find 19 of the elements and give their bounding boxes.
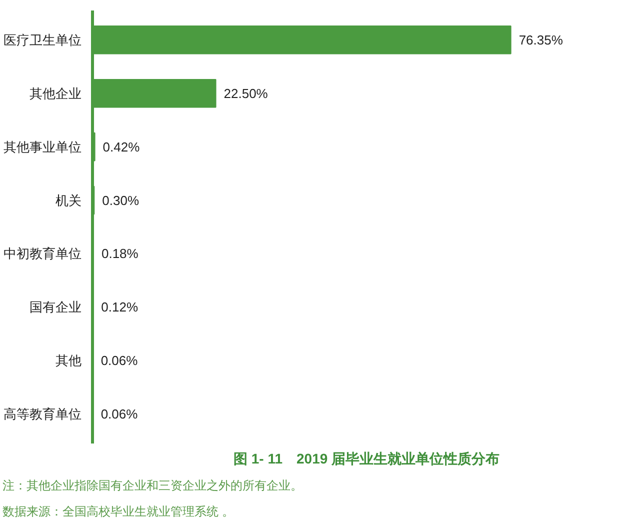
y-tick-label: 国有企业 — [30, 300, 82, 315]
y-tick-label: 中初教育单位 — [4, 246, 82, 262]
y-tick-label: 其他事业单位 — [4, 139, 82, 154]
source-note: 数据来源：全国高校毕业生就业管理系统 。 — [2, 504, 234, 518]
data-label: 0.18% — [101, 246, 139, 262]
data-label: 0.30% — [102, 192, 140, 208]
y-tick-label: 机关 — [56, 192, 82, 208]
data-label: 22.50% — [224, 86, 268, 101]
text: 图 1- 11 2019 届毕业生就业单位性质分布 — [233, 450, 500, 466]
y-tick-label: 其他企业 — [30, 86, 82, 101]
data-label: 0.06% — [100, 406, 138, 422]
data-label: 76.35% — [518, 32, 564, 48]
data-label: 0.42% — [102, 139, 140, 154]
y-tick-label: 高等教育单位 — [4, 406, 82, 422]
data-label: 0.06% — [100, 353, 138, 368]
y-tick-label: 其他 — [56, 353, 82, 368]
y-tick-label: 医疗卫生单位 — [4, 32, 82, 48]
data-label: 0.12% — [101, 300, 138, 315]
text: 注：其他企业指除国有企业和三资企业之外的所有企业。 — [2, 478, 302, 492]
